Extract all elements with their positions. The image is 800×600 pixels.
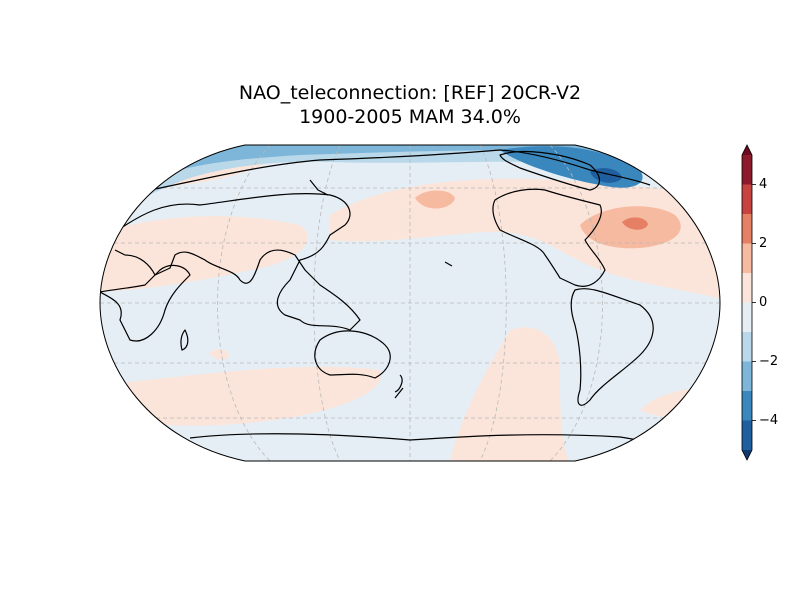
colorbar-tick-label: 0 bbox=[759, 295, 767, 310]
colorbar-tick-label: −4 bbox=[759, 413, 778, 428]
colorbar-segment bbox=[742, 155, 752, 185]
colorbar-segment bbox=[742, 302, 752, 332]
colorbar-extend-under bbox=[742, 450, 752, 460]
map bbox=[100, 145, 720, 461]
colorbar-segment bbox=[742, 391, 752, 421]
colorbar-segment bbox=[742, 273, 752, 303]
colorbar-segment bbox=[742, 214, 752, 244]
colorbar-tick-label: −2 bbox=[759, 354, 778, 369]
colorbar-segment bbox=[742, 361, 752, 391]
colorbar-segment bbox=[742, 243, 752, 273]
colorbar-segment bbox=[742, 420, 752, 450]
colorbar-segment bbox=[742, 184, 752, 214]
map-frame bbox=[99, 144, 721, 462]
colorbar-tick-label: 2 bbox=[759, 236, 767, 251]
colorbar-segment bbox=[742, 332, 752, 362]
colorbar-extend-over bbox=[742, 145, 752, 155]
colorbar-outline bbox=[741, 144, 753, 461]
colorbar-tick-label: 4 bbox=[759, 177, 767, 192]
title-line: 1900-2005 MAM 34.0% bbox=[299, 106, 521, 128]
title-line: NAO_teleconnection: [REF] 20CR-V2 bbox=[239, 82, 581, 104]
